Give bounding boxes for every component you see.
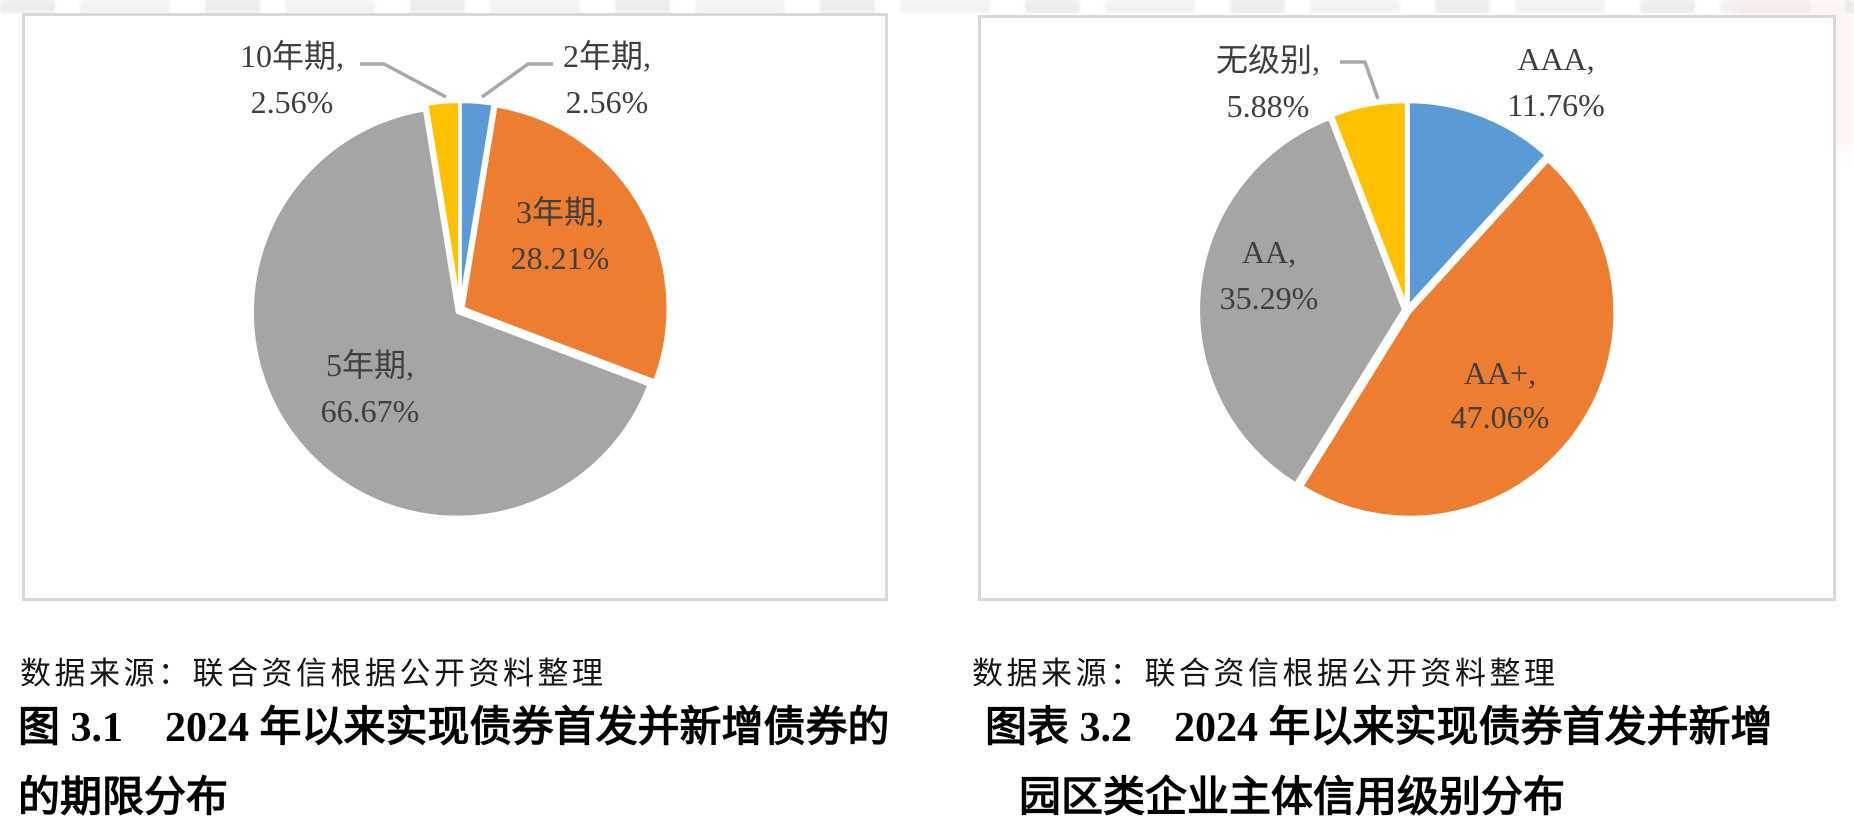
source-note-right: 数据来源：联合资信根据公开资料整理: [972, 656, 1559, 691]
data-label-line1: AA,: [1241, 234, 1297, 270]
leader-line-2年期: [480, 62, 553, 99]
data-label-line1: 无级别,: [1215, 42, 1320, 78]
caption-line2: 的期限分布: [18, 775, 229, 821]
data-label-3年期: 3年期, 28.21%: [460, 189, 660, 281]
data-label-10年期: 10年期, 2.56%: [192, 33, 392, 125]
caption-line1: 图表 3.2 2024 年以来实现债券首发并新增: [985, 705, 1773, 751]
data-label-line2: 28.21%: [510, 240, 610, 276]
leader-line-无级别: [1340, 60, 1380, 100]
data-label-line2: 47.06%: [1450, 399, 1550, 435]
pie-slice-AA: [1196, 116, 1406, 486]
pie-slice-3年期: [461, 104, 670, 383]
data-label-AA+: AA+, 47.06%: [1400, 351, 1600, 439]
caption-line1: 图 3.1 2024 年以来实现债券首发并新增债券的: [18, 705, 890, 751]
data-label-line2: 2.56%: [565, 84, 649, 120]
caption-line2: 园区类企业主体信用级别分布: [1019, 775, 1566, 821]
pie-slice-5年期: [250, 108, 651, 519]
pie-slice-AA+: [1300, 159, 1617, 519]
data-label-line1: AA+,: [1463, 355, 1537, 391]
data-label-5年期: 5年期, 66.67%: [270, 342, 470, 434]
data-label-2年期: 2年期, 2.56%: [507, 33, 707, 125]
figure-caption-left: 图 3.1 2024 年以来实现债券首发并新增债券的 的期限分布: [18, 693, 908, 833]
leader-line-10年期: [360, 62, 447, 99]
data-label-line1: 10年期,: [239, 38, 344, 74]
pie-slice-无级别: [1330, 99, 1408, 309]
data-label-line1: 2年期,: [562, 38, 651, 74]
data-label-line1: 5年期,: [325, 347, 414, 383]
data-label-无级别: 无级别, 5.88%: [1168, 37, 1368, 129]
figure-caption-right: 图表 3.2 2024 年以来实现债券首发并新增 园区类企业主体信用级别分布: [985, 693, 1845, 833]
data-label-line2: 5.88%: [1226, 88, 1310, 124]
source-note-left: 数据来源：联合资信根据公开资料整理: [20, 656, 607, 691]
data-label-AA: AA, 35.29%: [1169, 229, 1369, 321]
scan-bleed-artifact: [0, 0, 1854, 13]
data-label-line2: 35.29%: [1219, 280, 1319, 316]
data-label-line2: 11.76%: [1507, 87, 1605, 123]
pie-slice-10年期: [425, 99, 462, 309]
data-label-line1: 3年期,: [515, 194, 604, 230]
pie-slice-AAA: [1406, 100, 1548, 309]
data-label-line2: 66.67%: [320, 393, 420, 429]
data-label-line1: AAA,: [1517, 41, 1595, 77]
data-label-line2: 2.56%: [250, 84, 334, 120]
data-label-AAA: AAA, 11.76%: [1456, 36, 1656, 128]
